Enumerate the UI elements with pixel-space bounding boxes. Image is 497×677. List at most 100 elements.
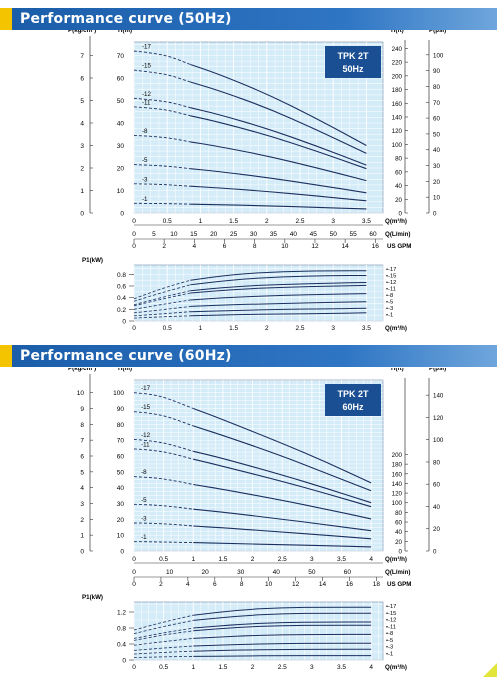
power-curve-dashed-stage-17	[133, 614, 194, 631]
curve-stage-12	[193, 450, 372, 504]
power-q-tick-label: 1	[191, 664, 195, 671]
q-tick-label: 3	[310, 556, 314, 563]
head-tick-label: 70	[117, 438, 125, 445]
power-q-axis-label: Q(m³/h)	[385, 664, 407, 671]
pressure-axis-label: P(kg/cm²)	[68, 30, 96, 34]
head-tick-label: 40	[117, 485, 125, 492]
model-name: TPK 2T	[337, 389, 369, 399]
power-q-tick-label: 2	[265, 325, 269, 332]
q-tick-label: 0	[132, 218, 136, 225]
l-tick-label: 60	[369, 231, 377, 238]
power-axis-label: P1(kW)	[82, 257, 103, 264]
psi-tick-label: 80	[433, 84, 440, 91]
power-curve-dashed-stage-15	[133, 620, 194, 634]
l-tick-label: 0	[132, 569, 136, 576]
gpm-tick-label: 4	[193, 243, 197, 250]
q-tick-label: 4	[369, 556, 373, 563]
power-q-tick-label: 3.5	[337, 664, 346, 671]
power-curve-dashed-stage-1	[133, 656, 194, 658]
l-tick-label: 20	[210, 231, 218, 238]
psi-tick-label: 50	[433, 131, 440, 138]
head-tick-label: 60	[117, 76, 125, 83]
gpm-tick-label: 4	[186, 581, 190, 588]
l-axis-label: Q(L/min)	[385, 231, 410, 238]
pressure-tick-label: 0	[80, 549, 84, 556]
curve-label: -11	[142, 99, 151, 106]
psi-tick-label: 120	[433, 415, 444, 422]
pressure-tick-label: 5	[80, 469, 84, 476]
power-axis-label: P1(kW)	[82, 594, 103, 601]
power-curve-dashed-stage-5	[133, 306, 191, 314]
l-tick-label: 50	[308, 569, 316, 576]
pressure-tick-label: 7	[80, 53, 84, 60]
feet-tick-label: 80	[395, 510, 402, 517]
q-tick-label: 0.5	[163, 218, 172, 225]
gpm-tick-label: 6	[223, 243, 227, 250]
psi-tick-label: 100	[433, 437, 444, 444]
head-tick-label: 70	[117, 53, 125, 60]
power-chart-60hz: P1(kW)00.40.81.2•-17•-15•-12•-11•-8•-5•-…	[82, 594, 407, 671]
feet-tick-label: 40	[395, 529, 402, 536]
curve-label: -12	[142, 91, 152, 98]
feet-axis-label: H(ft)	[391, 368, 404, 372]
feet-tick-label: 20	[395, 197, 402, 204]
curve-label: -15	[141, 404, 151, 411]
q-axis-label: Q(m³/h)	[385, 218, 407, 225]
pressure-tick-label: 4	[80, 485, 84, 492]
power-curve-stage-5	[190, 301, 367, 307]
curve-label: -1	[142, 196, 148, 203]
feet-tick-label: 180	[392, 462, 403, 469]
psi-tick-label: 40	[433, 504, 440, 511]
model-name: TPK 2T	[337, 51, 369, 61]
head-tick-label: 30	[117, 501, 125, 508]
curve-stage-11	[193, 458, 372, 508]
gpm-tick-label: 8	[240, 581, 244, 588]
pressure-tick-label: 9	[80, 406, 84, 413]
head-tick-label: 50	[117, 98, 125, 105]
power-curve-dashed-stage-15	[133, 284, 191, 302]
l-tick-label: 0	[132, 231, 136, 238]
curve-label: -3	[142, 176, 148, 183]
power-curve-label: •-17	[386, 604, 396, 610]
power-q-axis-label: Q(m³/h)	[385, 325, 407, 332]
power-q-tick-label: 2	[251, 664, 255, 671]
power-curve-dashed-stage-11	[133, 292, 191, 307]
feet-tick-label: 100	[392, 142, 403, 149]
feet-tick-label: 140	[392, 114, 403, 121]
curve-dashed-stage-15	[133, 69, 191, 83]
curve-label: -8	[141, 469, 147, 476]
curve-dashed-stage-8	[133, 134, 191, 143]
feet-tick-label: 60	[395, 520, 402, 527]
power-curve-label: •-1	[386, 313, 393, 319]
gpm-tick-label: 2	[159, 581, 163, 588]
curve-dashed-stage-17	[133, 50, 191, 65]
curve-stage-12	[190, 107, 367, 166]
power-curve-stage-3	[193, 648, 372, 652]
head-tick-label: 90	[117, 406, 125, 413]
power-curve-label: •-11	[386, 287, 396, 293]
gpm-tick-label: 12	[311, 243, 319, 250]
model-box	[325, 46, 381, 78]
power-curve-label: •-5	[386, 638, 393, 644]
psi-tick-label: 0	[433, 211, 437, 218]
power-curve-stage-17	[193, 606, 372, 616]
l-tick-label: 35	[270, 231, 278, 238]
curve-label: -11	[141, 441, 150, 448]
curve-stage-5	[193, 508, 372, 532]
feet-tick-label: 180	[392, 87, 403, 94]
power-curve-dashed-stage-3	[133, 311, 191, 317]
gpm-tick-label: 10	[265, 581, 273, 588]
power-curve-dashed-stage-8	[133, 638, 194, 646]
pressure-tick-label: 10	[77, 390, 85, 397]
feet-tick-label: 80	[395, 156, 402, 163]
power-curve-dashed-stage-1	[133, 315, 191, 319]
curve-dashed-stage-8	[133, 476, 194, 485]
power-q-tick-label: 3	[331, 325, 335, 332]
l-tick-label: 40	[290, 231, 298, 238]
psi-tick-label: 20	[433, 526, 440, 533]
l-tick-label: 5	[152, 231, 156, 238]
psi-tick-label: 60	[433, 116, 440, 123]
power-curve-stage-15	[193, 612, 372, 621]
psi-tick-label: 140	[433, 393, 444, 400]
curve-dashed-stage-3	[133, 522, 194, 527]
